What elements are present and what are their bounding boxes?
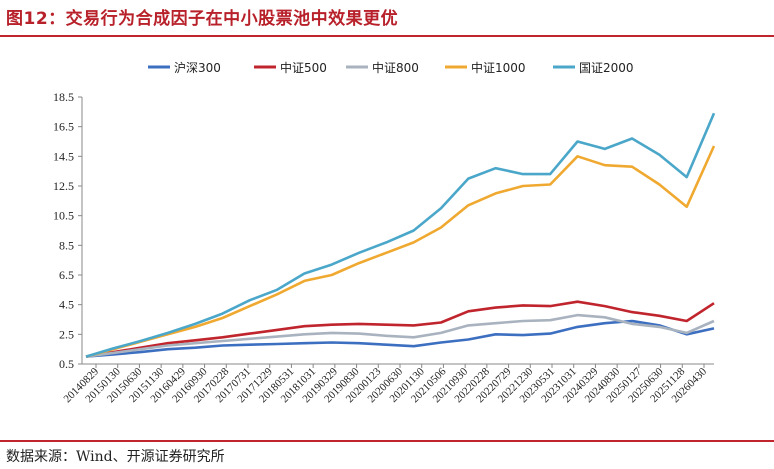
series-line [85, 313, 715, 358]
y-tick-label: 10.5 [53, 209, 74, 223]
legend-label: 中证500 [280, 60, 327, 75]
legend-label: 中证800 [372, 60, 419, 75]
title-rule [0, 35, 774, 37]
data-source-note: 数据来源：Wind、开源证券研究所 [6, 449, 225, 465]
y-tick-label: 12.5 [53, 179, 74, 193]
y-axis: 0.5 2.5 4.5 6.5 8.5 10.5 12.5 14.5 16.5 18.5 [53, 90, 83, 371]
legend-label: 国证2000 [579, 61, 634, 75]
legend-label: 中证1000 [471, 60, 526, 75]
y-tick-label: 6.5 [59, 268, 74, 282]
chart-legend: 沪深300 中证500 中证800 中证1000 国证2000 [148, 60, 634, 75]
series-lines [85, 112, 716, 358]
y-tick-label: 0.5 [59, 357, 74, 371]
y-tick-label: 16.5 [53, 120, 74, 134]
series-line [85, 112, 716, 358]
footer-rule [0, 440, 774, 442]
legend-label: 沪深300 [174, 61, 221, 75]
figure-title: 图12：交易行为合成因子在中小股票池中效果更优 [6, 9, 399, 29]
y-tick-label: 14.5 [53, 149, 74, 163]
series-line [85, 319, 715, 358]
y-tick-label: 8.5 [59, 238, 74, 252]
series-line [85, 145, 716, 358]
y-tick-label: 4.5 [59, 298, 74, 312]
y-tick-label: 2.5 [59, 327, 74, 341]
x-axis: 2014082920150130201506302015113020160429… [62, 363, 714, 405]
series-line [85, 300, 715, 358]
y-tick-label: 18.5 [53, 90, 74, 104]
